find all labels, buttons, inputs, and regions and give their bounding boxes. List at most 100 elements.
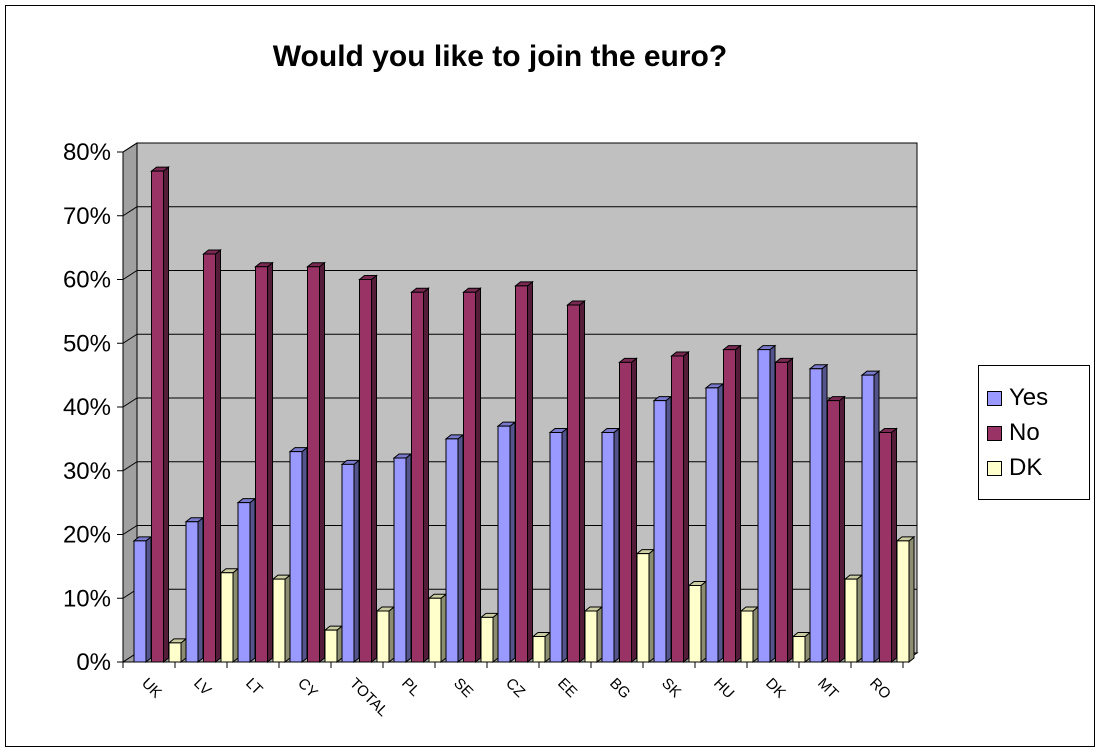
bar-yes-mt-side: [821, 363, 828, 664]
x-tick-label: EE: [554, 675, 580, 701]
bar-yes-bg-side: [613, 427, 620, 664]
x-tick-label: LV: [190, 675, 214, 699]
bar-no-uk: [151, 170, 164, 663]
x-tick-label: MT: [814, 675, 841, 702]
bar-yes-bg: [601, 432, 615, 663]
legend-item-dk: DK: [987, 453, 1042, 483]
x-tick-label: HU: [710, 675, 737, 702]
bar-dk-lt: [272, 578, 286, 663]
bar-yes-cy-side: [301, 446, 308, 664]
bar-dk-mt-side: [856, 574, 863, 664]
bar-no-se-side: [475, 287, 481, 664]
bar-yes-cy: [289, 451, 303, 663]
legend-label-yes: Yes: [1009, 384, 1049, 411]
bar-no-lv-side: [215, 248, 221, 664]
bar-no-sk-side: [683, 350, 689, 664]
gridline: [122, 270, 917, 280]
y-tick-label: 10%: [63, 585, 111, 612]
bar-yes-ro-side: [873, 370, 880, 664]
bar-yes-se: [445, 438, 459, 663]
bar-no-cz: [515, 285, 528, 663]
bar-no-cy-side: [319, 261, 325, 664]
bar-yes-cz: [497, 425, 511, 663]
bar-no-cy: [307, 266, 320, 663]
bar-dk-total: [376, 610, 390, 663]
legend-swatch-no: [987, 425, 1002, 441]
bar-yes-pl-side: [405, 452, 412, 664]
bar-yes-cz-side: [509, 421, 516, 664]
bar-dk-bg-side: [648, 548, 655, 664]
y-tick-label: 60%: [63, 267, 111, 294]
y-tick-label: 50%: [63, 330, 111, 357]
bar-dk-dk: [792, 636, 806, 663]
bar-no-ee-side: [579, 299, 585, 664]
legend-label-no: No: [1009, 419, 1040, 446]
bar-yes-lt: [237, 502, 251, 663]
x-tick-label: LT: [242, 675, 266, 699]
bar-no-ro-side: [891, 427, 897, 664]
legend-swatch-yes: [987, 390, 1002, 406]
bar-yes-mt: [809, 368, 823, 663]
bar-no-mt-side: [839, 395, 845, 664]
bar-no-pl: [411, 291, 424, 663]
bar-no-cz-side: [527, 280, 533, 664]
bar-dk-uk: [168, 642, 182, 663]
bar-dk-mt: [844, 578, 858, 663]
y-tick-label: 70%: [63, 203, 111, 230]
chart-title: Would you like to join the euro?: [272, 40, 728, 73]
bar-dk-lv: [220, 572, 234, 663]
bar-dk-lt-side: [284, 574, 291, 664]
gridline: [122, 333, 917, 344]
y-tick-label: 30%: [63, 458, 111, 485]
gridline: [122, 142, 917, 153]
bar-yes-se-side: [457, 433, 464, 664]
x-tick-label: SE: [450, 675, 476, 701]
bar-no-lt: [255, 266, 268, 663]
bar-dk-sk-side: [700, 580, 707, 664]
bar-yes-lt-side: [249, 497, 256, 664]
bar-no-bg-side: [631, 357, 637, 664]
bar-no-pl-side: [423, 287, 429, 664]
bar-yes-hu-side: [717, 382, 724, 664]
legend-label-dk: DK: [1009, 454, 1043, 481]
bar-dk-se-side: [492, 612, 499, 664]
bar-dk-se: [480, 616, 494, 663]
bar-yes-dk: [757, 349, 771, 663]
bar-dk-ro: [896, 540, 910, 663]
legend: Yes No DK: [978, 365, 1090, 500]
bar-no-lt-side: [267, 261, 273, 664]
bar-no-sk: [671, 355, 684, 663]
y-tick-label: 20%: [63, 522, 111, 549]
bar-dk-cz: [532, 636, 546, 663]
bar-yes-ro: [861, 374, 875, 663]
bar-dk-hu-side: [752, 605, 759, 664]
bar-dk-hu: [740, 610, 754, 663]
bar-no-ee: [567, 304, 580, 663]
bar-yes-total: [341, 463, 355, 663]
bar-yes-uk-side: [145, 535, 152, 664]
bar-dk-sk: [688, 585, 702, 663]
bar-yes-hu: [705, 387, 719, 663]
bar-no-dk: [775, 361, 788, 663]
x-tick-label: UK: [138, 675, 165, 702]
bar-dk-ee-side: [596, 605, 603, 664]
bar-no-ro: [879, 432, 892, 663]
bar-dk-cy: [324, 629, 338, 663]
bar-dk-cz-side: [544, 631, 551, 664]
bar-dk-pl: [428, 597, 442, 663]
x-tick-label: RO: [866, 675, 894, 703]
legend-item-yes: Yes: [987, 383, 1048, 413]
bar-no-hu: [723, 349, 736, 663]
bar-no-uk-side: [163, 166, 169, 664]
y-tick-label: 0%: [76, 649, 111, 676]
bar-yes-dk-side: [769, 344, 776, 664]
bar-dk-cy-side: [336, 625, 343, 664]
bar-yes-uk: [133, 540, 147, 663]
bar-dk-lv-side: [232, 567, 239, 664]
bar-no-bg: [619, 361, 632, 663]
bar-no-hu-side: [735, 344, 741, 664]
bar-yes-sk: [653, 400, 667, 663]
bar-no-se: [463, 291, 476, 663]
bar-no-dk-side: [787, 357, 793, 664]
